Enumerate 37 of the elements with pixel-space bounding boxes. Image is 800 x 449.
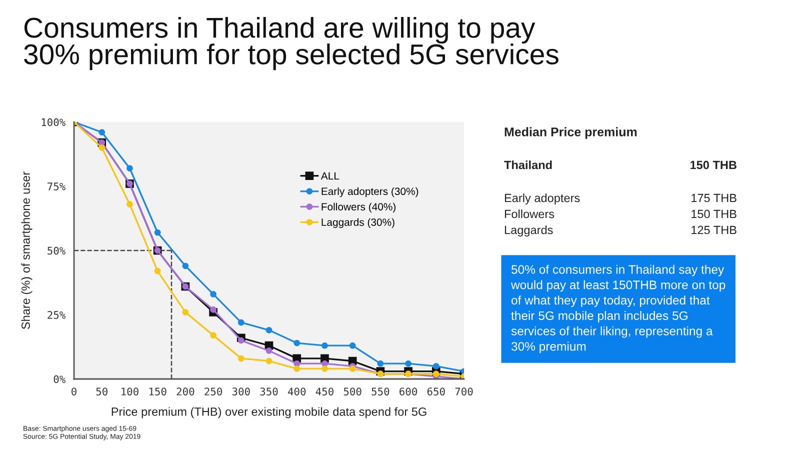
- text: Laggards: [504, 225, 553, 237]
- y-tick-label: 0%: [54, 375, 66, 384]
- legend-label: ALL: [320, 172, 340, 180]
- y-tick-label: 75%: [48, 182, 66, 190]
- x-axis-title: Price premium (THB) over existing mobile data spend for 5G: [112, 407, 426, 418]
- y-tick-label: 50%: [48, 246, 66, 255]
- x-tick-label: 50: [96, 388, 108, 396]
- x-tick-label: 150: [149, 388, 166, 396]
- text: 50% of consumers in Thailand say they would pay at least 150THB more on top of what they pay today, provided that their 5G mobile plan includes 5G services of their liking, representing a 30% premium: [510, 264, 726, 354]
- text: Followers: [504, 209, 554, 218]
- x-tick-label: 400: [288, 388, 306, 396]
- text: 150 THB: [692, 210, 736, 218]
- x-tick-label: 600: [400, 388, 418, 396]
- text: 125 THB: [692, 226, 736, 234]
- x-tick-label: 0: [72, 388, 76, 396]
- text: Median Price premium: [504, 127, 637, 139]
- legend-label: Laggards (30%): [322, 218, 394, 228]
- x-tick-label: 100: [122, 388, 138, 396]
- legend-label: Followers (40%): [322, 202, 396, 213]
- y-tick-label: 25%: [48, 311, 66, 319]
- text: 175 THB: [692, 194, 736, 202]
- x-tick-label: 300: [232, 388, 250, 396]
- x-tick-label: 250: [204, 388, 222, 396]
- text: 150 THB: [690, 160, 736, 170]
- x-tick-label: 550: [372, 388, 390, 396]
- y-axis-title: Share (%) of smartphone user: [21, 172, 32, 330]
- x-tick-label: 200: [176, 388, 194, 396]
- x-tick-label: 650: [427, 388, 445, 396]
- text: Thailand: [504, 160, 552, 170]
- y-tick-label: 100%: [42, 118, 66, 126]
- legend-label: Early adopters (30%): [322, 187, 418, 198]
- x-tick-label: 350: [260, 388, 278, 396]
- chart-title: Consumers in Thailand are willing to pay 30% premium for top selected 5G services: [24, 17, 558, 70]
- x-tick-label: 500: [344, 388, 362, 396]
- x-tick-label: 450: [316, 388, 334, 396]
- x-tick-label: 700: [455, 388, 473, 396]
- text: Early adopters: [504, 193, 580, 204]
